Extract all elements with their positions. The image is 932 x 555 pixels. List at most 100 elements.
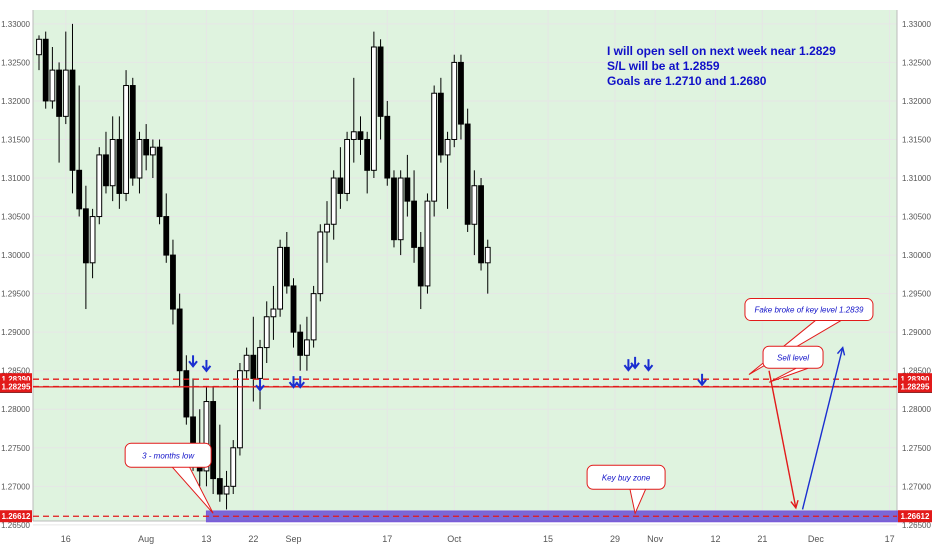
y-tick-label-left: 1.31000 xyxy=(1,174,30,183)
down-arrow-icon xyxy=(630,362,640,370)
candle-body xyxy=(103,154,109,187)
candle-body xyxy=(324,223,330,233)
down-arrow-icon xyxy=(255,384,265,392)
candle-body xyxy=(444,138,451,156)
callout-box xyxy=(124,442,212,468)
candle-body xyxy=(397,177,404,241)
candle-body xyxy=(223,485,230,495)
candle-body xyxy=(216,478,223,495)
y-tick-label-right: 1.31500 xyxy=(902,135,931,144)
annotation-line: S/L will be at 1.2859 xyxy=(607,59,720,73)
candle-body xyxy=(230,447,237,487)
down-arrow-icon xyxy=(643,364,654,372)
candle-body xyxy=(257,347,263,379)
price-tag-left-text: 1.28390 xyxy=(2,375,31,384)
price-tag-left-text: 1.28295 xyxy=(2,383,31,392)
annotation-line: I will open sell on next week near 1.282… xyxy=(607,44,836,58)
callout-pointer xyxy=(768,367,809,383)
down-arrow-icon xyxy=(188,360,198,368)
candle-body xyxy=(417,246,424,287)
candle-body xyxy=(464,123,471,225)
candle-body xyxy=(156,146,163,218)
y-tick-label-right: 1.32000 xyxy=(902,97,931,106)
annotation-line: Goals are 1.2710 and 1.2680 xyxy=(607,74,767,88)
callout-text: Key buy zone xyxy=(602,473,651,482)
y-tick-label-right: 1.27000 xyxy=(902,482,931,491)
price-tag-left xyxy=(0,380,32,393)
candle-body xyxy=(283,246,290,287)
candle-body xyxy=(451,61,458,140)
y-tick-label-left: 1.30000 xyxy=(1,251,30,260)
y-tick-label-right: 1.29500 xyxy=(902,290,931,299)
down-arrow-icon xyxy=(295,381,305,389)
candle-body xyxy=(310,293,317,341)
price-tag-left xyxy=(0,510,32,523)
price-tag-right-text: 1.26612 xyxy=(901,512,930,521)
candle-body xyxy=(431,92,438,202)
y-tick-label-left: 1.29500 xyxy=(1,290,30,299)
price-tag-right-text: 1.28295 xyxy=(901,383,930,392)
candle-body xyxy=(96,154,103,218)
candle-body xyxy=(458,61,464,125)
candle-body xyxy=(471,185,478,225)
down-arrow-icon xyxy=(623,364,634,372)
candle-body xyxy=(250,354,257,379)
x-tick-label: Nov xyxy=(647,534,664,544)
y-tick-label-right: 1.26500 xyxy=(902,521,931,530)
callout-pointer xyxy=(748,320,842,375)
callout-pointer xyxy=(629,489,647,515)
candle-body xyxy=(237,370,243,449)
y-tick-label-right: 1.30000 xyxy=(902,251,931,260)
y-tick-label-left: 1.29000 xyxy=(1,328,30,337)
candle-body xyxy=(183,370,190,418)
candle-body xyxy=(391,177,397,241)
callout-pointer xyxy=(172,466,214,514)
candle-body xyxy=(350,131,357,140)
candle-body xyxy=(42,38,49,102)
y-tick-label-right: 1.27500 xyxy=(902,444,931,453)
x-tick-label: 17 xyxy=(382,534,392,544)
candle-body xyxy=(36,38,42,56)
candle-body xyxy=(303,339,310,356)
x-tick-label: 12 xyxy=(710,534,720,544)
candle-body xyxy=(243,354,250,372)
down-arrow-icon xyxy=(697,379,707,387)
y-tick-label-left: 1.32500 xyxy=(1,58,30,67)
candle-body xyxy=(290,285,297,333)
candle-body xyxy=(484,246,491,264)
y-tick-label-right: 1.30500 xyxy=(902,213,931,222)
candle-body xyxy=(109,138,116,187)
candle-body xyxy=(337,177,344,194)
x-tick-label: 22 xyxy=(248,534,258,544)
candle-body xyxy=(370,46,377,171)
y-tick-label-right: 1.33000 xyxy=(902,20,931,29)
x-tick-label: 16 xyxy=(61,534,71,544)
candle-body xyxy=(176,308,183,372)
candle-body xyxy=(297,331,304,356)
y-tick-label-left: 1.32000 xyxy=(1,97,30,106)
candle-body xyxy=(143,138,150,156)
candle-body xyxy=(170,254,176,310)
candle-body xyxy=(478,185,484,264)
candle-body xyxy=(210,401,217,480)
candle-body xyxy=(277,246,284,310)
price-tag-right xyxy=(898,510,932,523)
callout-box xyxy=(586,464,666,490)
y-tick-label-right: 1.28500 xyxy=(902,367,931,376)
y-tick-label-left: 1.30500 xyxy=(1,213,30,222)
candle-body xyxy=(82,208,89,264)
y-tick-label-left: 1.31500 xyxy=(1,135,30,144)
y-tick-label-left: 1.27500 xyxy=(1,444,30,453)
price-tag-left-text: 1.26612 xyxy=(2,512,31,521)
forecast-arrowhead xyxy=(790,500,799,510)
callout-box xyxy=(744,298,874,322)
x-tick-label: 17 xyxy=(885,534,895,544)
price-tag-right xyxy=(898,380,932,393)
x-tick-label: 15 xyxy=(543,534,553,544)
candle-body xyxy=(136,138,143,179)
candle-body xyxy=(364,138,371,171)
y-tick-label-left: 1.27000 xyxy=(1,482,30,491)
plot-background xyxy=(33,10,897,521)
y-tick-label-left: 1.28000 xyxy=(1,405,30,414)
